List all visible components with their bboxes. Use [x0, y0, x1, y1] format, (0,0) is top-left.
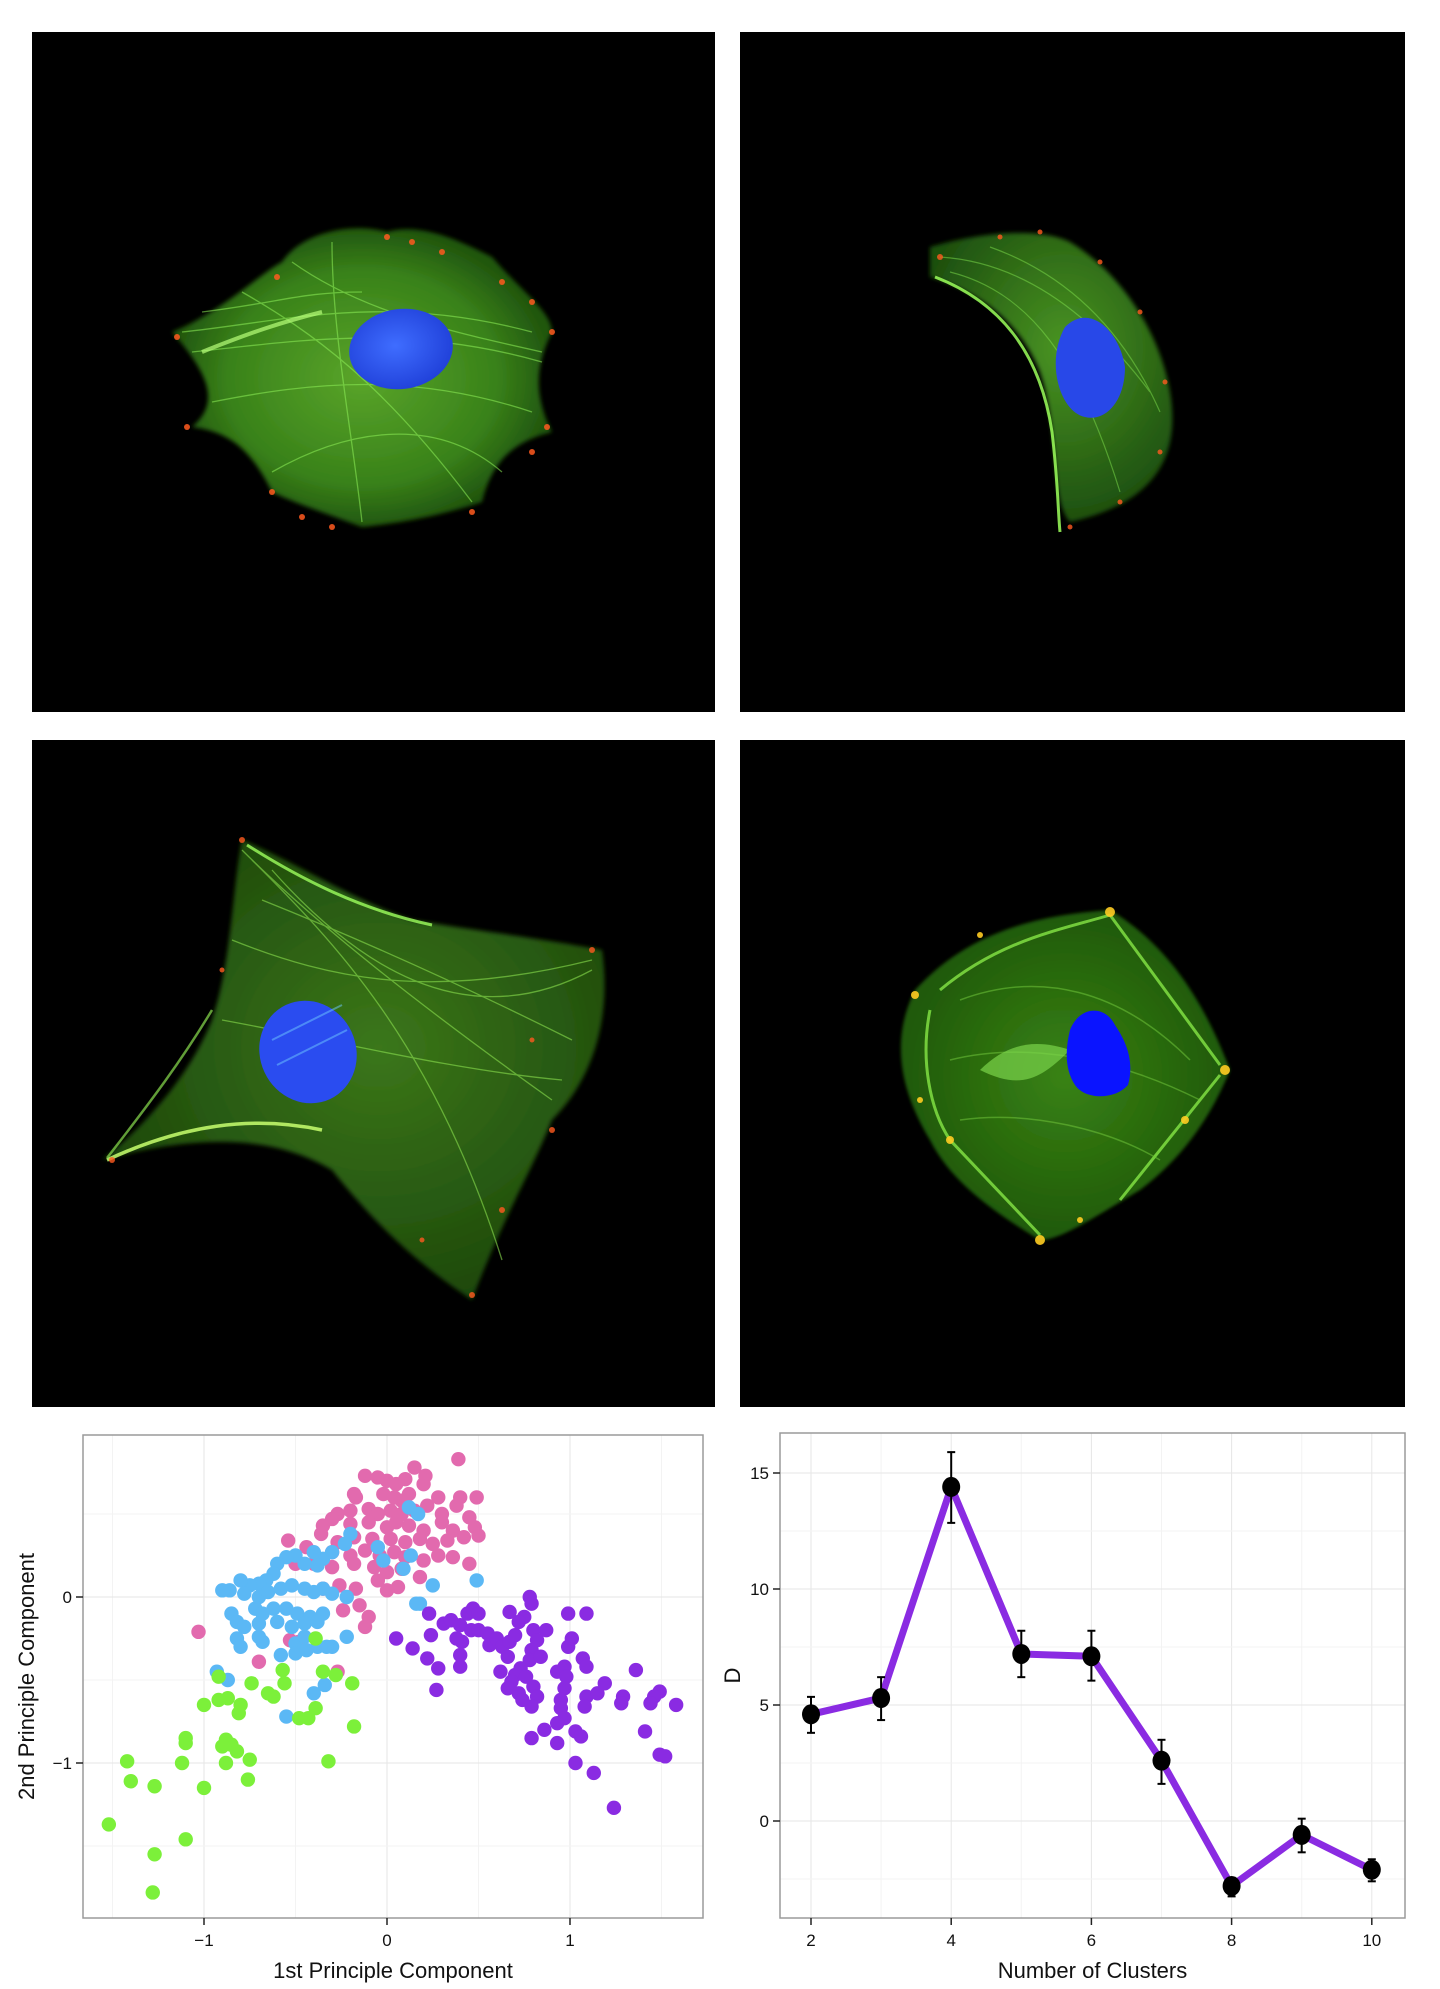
svg-text:4: 4 — [946, 1931, 955, 1950]
svg-text:6: 6 — [1087, 1931, 1096, 1950]
scatter-points — [101, 1452, 684, 1900]
cluster-d-line-chart: 2 4 6 8 10 0 5 10 15 Number of Clusters D — [720, 1420, 1440, 1989]
line-gridlines — [780, 1433, 1405, 1918]
svg-text:−1: −1 — [53, 1754, 72, 1773]
svg-text:0: 0 — [382, 1931, 391, 1950]
data-point — [1152, 1738, 1171, 1785]
scatter-y-axis-title: 2nd Principle Component — [14, 1553, 39, 1800]
svg-text:5: 5 — [760, 1696, 769, 1715]
cluster-blue-points — [209, 1500, 484, 1724]
micrograph-cell-4 — [740, 740, 1405, 1407]
cluster-green-points — [101, 1631, 362, 1900]
cell-2-image — [930, 229, 1173, 533]
svg-text:2: 2 — [806, 1931, 815, 1950]
scatter-axis-ticks: −1 0 1 0 −1 — [53, 1588, 575, 1950]
cell-3-image — [102, 837, 605, 1300]
svg-text:1: 1 — [565, 1931, 574, 1950]
line-series — [802, 1451, 1381, 1898]
micrograph-cell-3 — [32, 740, 715, 1407]
svg-text:15: 15 — [750, 1464, 769, 1483]
cell-1-image — [172, 228, 555, 530]
line-axis-ticks: 2 4 6 8 10 0 5 10 15 — [750, 1464, 1381, 1950]
data-point — [942, 1451, 961, 1524]
data-point — [1222, 1875, 1241, 1898]
svg-text:−1: −1 — [194, 1931, 213, 1950]
data-point — [1292, 1817, 1311, 1854]
svg-text:0: 0 — [760, 1812, 769, 1831]
data-point — [802, 1695, 820, 1734]
svg-text:10: 10 — [1362, 1931, 1381, 1950]
line-plot-svg: 2 4 6 8 10 0 5 10 15 Number of Clusters D — [720, 1432, 1406, 1983]
svg-text:8: 8 — [1227, 1931, 1236, 1950]
cell-4-image — [900, 907, 1230, 1245]
svg-text:0: 0 — [63, 1588, 72, 1607]
data-point — [1362, 1858, 1381, 1883]
line-x-axis-title: Number of Clusters — [998, 1958, 1188, 1983]
data-point — [872, 1676, 891, 1722]
data-point — [1082, 1629, 1101, 1682]
cluster-purple-points — [388, 1589, 684, 1816]
line-y-axis-title: D — [720, 1668, 745, 1684]
micrograph-cell-1 — [32, 32, 715, 712]
scatter-x-axis-title: 1st Principle Component — [273, 1958, 513, 1983]
micrograph-cell-2 — [740, 32, 1405, 712]
line-frame — [779, 1432, 1406, 1919]
scatter-plot-svg: −1 0 1 0 −1 1st Principle Component 2nd Prin… — [14, 1434, 704, 1983]
pca-scatter-chart: −1 0 1 0 −1 1st Principle Component 2nd Prin… — [0, 1420, 720, 1989]
scatter-frame — [82, 1434, 704, 1919]
svg-text:10: 10 — [750, 1580, 769, 1599]
data-point — [1012, 1629, 1031, 1679]
